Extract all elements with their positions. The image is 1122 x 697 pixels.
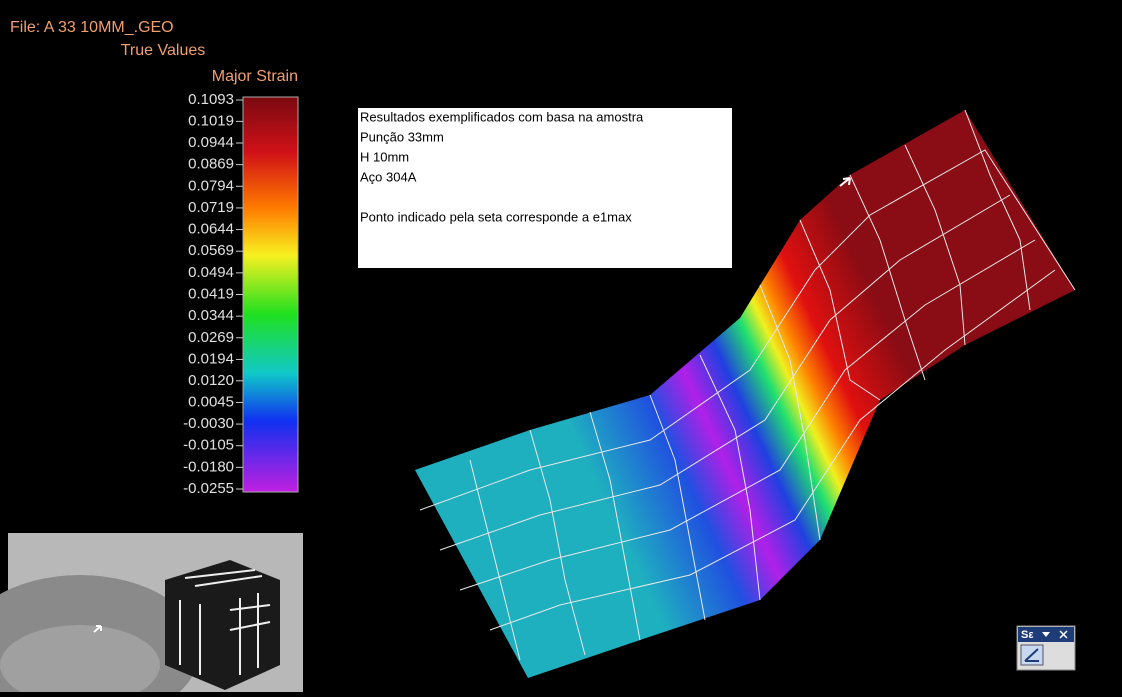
tick-label: 0.0045 (188, 393, 234, 410)
toolbar-title: Sε (1021, 629, 1034, 641)
colorbar-title: Major Strain (212, 68, 298, 85)
tick-label: 0.0644 (188, 221, 234, 238)
info-text: Resultados exemplificados com basa na am… (360, 109, 644, 224)
tick-label: 0.0194 (188, 350, 234, 367)
tick-label: 0.0944 (188, 134, 234, 151)
max-arrow (839, 177, 851, 187)
tick-label: 0.0719 (188, 199, 234, 216)
file-name: File: A 33 10MM_.GEO (10, 19, 174, 36)
toolbar-widget[interactable]: Sε (1016, 625, 1076, 671)
mesh (419, 109, 1076, 661)
info-line: Aço 304A (360, 169, 417, 184)
tick-label: 0.1093 (188, 91, 234, 108)
tick-label: 0.1019 (188, 112, 234, 129)
tick-label: -0.0105 (183, 437, 234, 454)
tick-label: 0.0869 (188, 156, 234, 173)
tick-label: 0.0569 (188, 242, 234, 259)
info-note: Ponto indicado pela seta corresponde a e… (360, 209, 632, 224)
sample-photo (0, 533, 303, 697)
info-box (358, 108, 732, 268)
info-line: Punção 33mm (360, 129, 444, 144)
tick-label: -0.0180 (183, 458, 234, 475)
info-line: H 10mm (360, 149, 409, 164)
colorbar-ticks: 0.1093 0.1019 0.0944 0.0869 0.0794 0.0719 0.06… (183, 91, 243, 497)
mode-label: True Values (121, 42, 205, 59)
tick-label: 0.0344 (188, 307, 234, 324)
tick-label: 0.0494 (188, 264, 234, 281)
tick-label: -0.0255 (183, 480, 234, 497)
tick-label: 0.0120 (188, 372, 234, 389)
strain-surface (415, 110, 1075, 678)
colorbar (242, 96, 299, 493)
tick-label: 0.0269 (188, 329, 234, 346)
info-line: Resultados exemplificados com basa na am… (360, 109, 644, 124)
tick-label: 0.0794 (188, 177, 234, 194)
tick-label: 0.0419 (188, 285, 234, 302)
tick-label: -0.0030 (183, 415, 234, 432)
